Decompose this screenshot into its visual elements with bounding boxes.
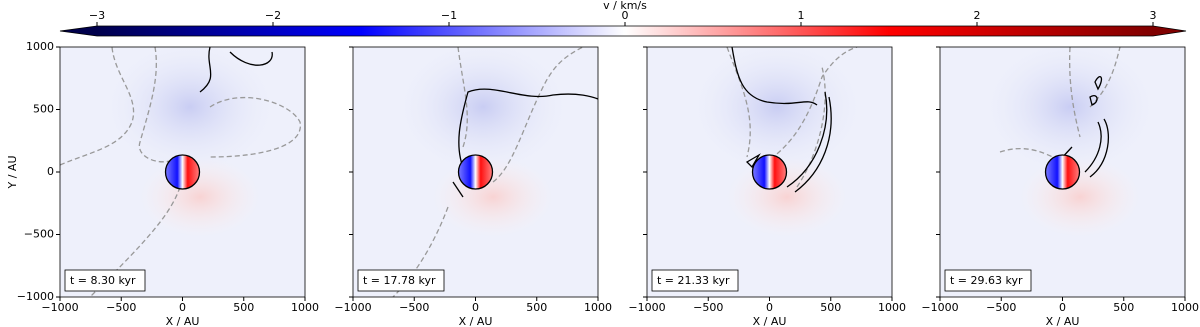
solid-contour: [745, 153, 761, 169]
x-tick-label: −1000: [41, 301, 78, 314]
x-tick-label: 500: [526, 301, 547, 314]
image: [353, 47, 598, 297]
x-tick-label: 0: [472, 301, 479, 314]
x-axis-label: X / AU: [1046, 315, 1080, 327]
x-tick-label: −500: [693, 301, 723, 314]
annotation: t = 8.30 kyr: [70, 274, 136, 287]
colorbar-label: v / km/s: [603, 0, 647, 12]
field-blob: [687, 47, 867, 177]
x-tick-label: −1000: [921, 301, 958, 314]
y-tick-label: 1000: [26, 40, 54, 53]
dashed-contour: [138, 47, 176, 163]
field-blob: [393, 47, 573, 177]
dipole: [1044, 154, 1081, 190]
colorbar-extend: [1153, 26, 1186, 36]
dashed-contour: [492, 47, 584, 183]
solid-contour: [794, 96, 832, 193]
y-tick-label: 0: [47, 165, 54, 178]
solid-contour: [1089, 118, 1110, 178]
colorbar-tick-label: 1: [798, 9, 805, 22]
image: [940, 47, 1185, 297]
colorbar-tick-label: 3: [1150, 9, 1157, 22]
x-tick-label: −1000: [628, 301, 665, 314]
x-tick-label: 0: [179, 301, 186, 314]
annotation: t = 21.33 kyr: [657, 274, 730, 287]
x-tick-label: 500: [1113, 301, 1134, 314]
dashed-contour: [209, 96, 301, 158]
field-blob: [433, 157, 553, 237]
annotation-box: [64, 269, 146, 292]
contours: [726, 47, 858, 193]
solid-contour: [199, 47, 212, 93]
annotation: t = 17.78 kyr: [363, 274, 436, 287]
x-tick-label: 1000: [291, 301, 319, 314]
field-blob: [980, 47, 1160, 177]
dashed-contour: [457, 47, 468, 148]
x-tick-label: −500: [986, 301, 1016, 314]
solid-contour: [1084, 121, 1102, 173]
dipole: [164, 154, 201, 190]
solid-contour: [731, 47, 818, 106]
colorbar: [97, 26, 1153, 36]
solid-contour: [1089, 95, 1098, 106]
colorbar-extend: [60, 26, 97, 36]
x-tick-label: 1000: [584, 301, 612, 314]
solid-contour: [452, 181, 464, 198]
x-axis-label: X / AU: [166, 315, 200, 327]
x-tick-label: 500: [820, 301, 841, 314]
colorbar-tick-label: −3: [89, 9, 105, 22]
x-tick-label: 500: [233, 301, 254, 314]
field-blob: [100, 47, 280, 177]
dashed-contour: [796, 66, 826, 188]
image: [647, 47, 892, 297]
solid-contour: [458, 88, 598, 173]
solid-contour: [1094, 76, 1103, 91]
colorbar-tick-label: −2: [265, 9, 281, 22]
dashed-contour: [60, 47, 135, 166]
x-tick-label: 0: [766, 301, 773, 314]
dashed-contour: [756, 47, 858, 168]
y-tick-label: 500: [33, 103, 54, 116]
dashed-contour: [1089, 47, 1121, 108]
dashed-contour: [726, 47, 751, 158]
colorbar-tick-label: −1: [441, 9, 457, 22]
dashed-contour: [1069, 47, 1081, 138]
x-tick-label: 1000: [1171, 301, 1199, 314]
image: [60, 47, 305, 297]
solid-contour: [229, 51, 273, 66]
x-tick-label: 1000: [878, 301, 906, 314]
x-tick-label: −500: [106, 301, 136, 314]
x-axis-label: X / AU: [753, 315, 787, 327]
field-blob: [1020, 157, 1140, 237]
x-tick-label: −500: [399, 301, 429, 314]
y-axis-label: Y / AU: [6, 156, 19, 190]
y-tick-label: −500: [24, 228, 54, 241]
colorbar-tick-label: 2: [974, 9, 981, 22]
x-axis-label: X / AU: [459, 315, 493, 327]
annotation-box: [944, 269, 1032, 292]
field-blob: [727, 157, 847, 237]
x-tick-label: 0: [1059, 301, 1066, 314]
dipole: [751, 154, 788, 190]
y-tick-label: −1000: [17, 290, 54, 303]
annotation: t = 29.63 kyr: [950, 274, 1023, 287]
x-tick-label: −1000: [334, 301, 371, 314]
colorbar-tick-label: 0: [622, 9, 629, 22]
solid-contour: [786, 91, 828, 188]
annotation-box: [651, 269, 739, 292]
dipole: [457, 154, 494, 190]
annotation-box: [357, 269, 445, 292]
